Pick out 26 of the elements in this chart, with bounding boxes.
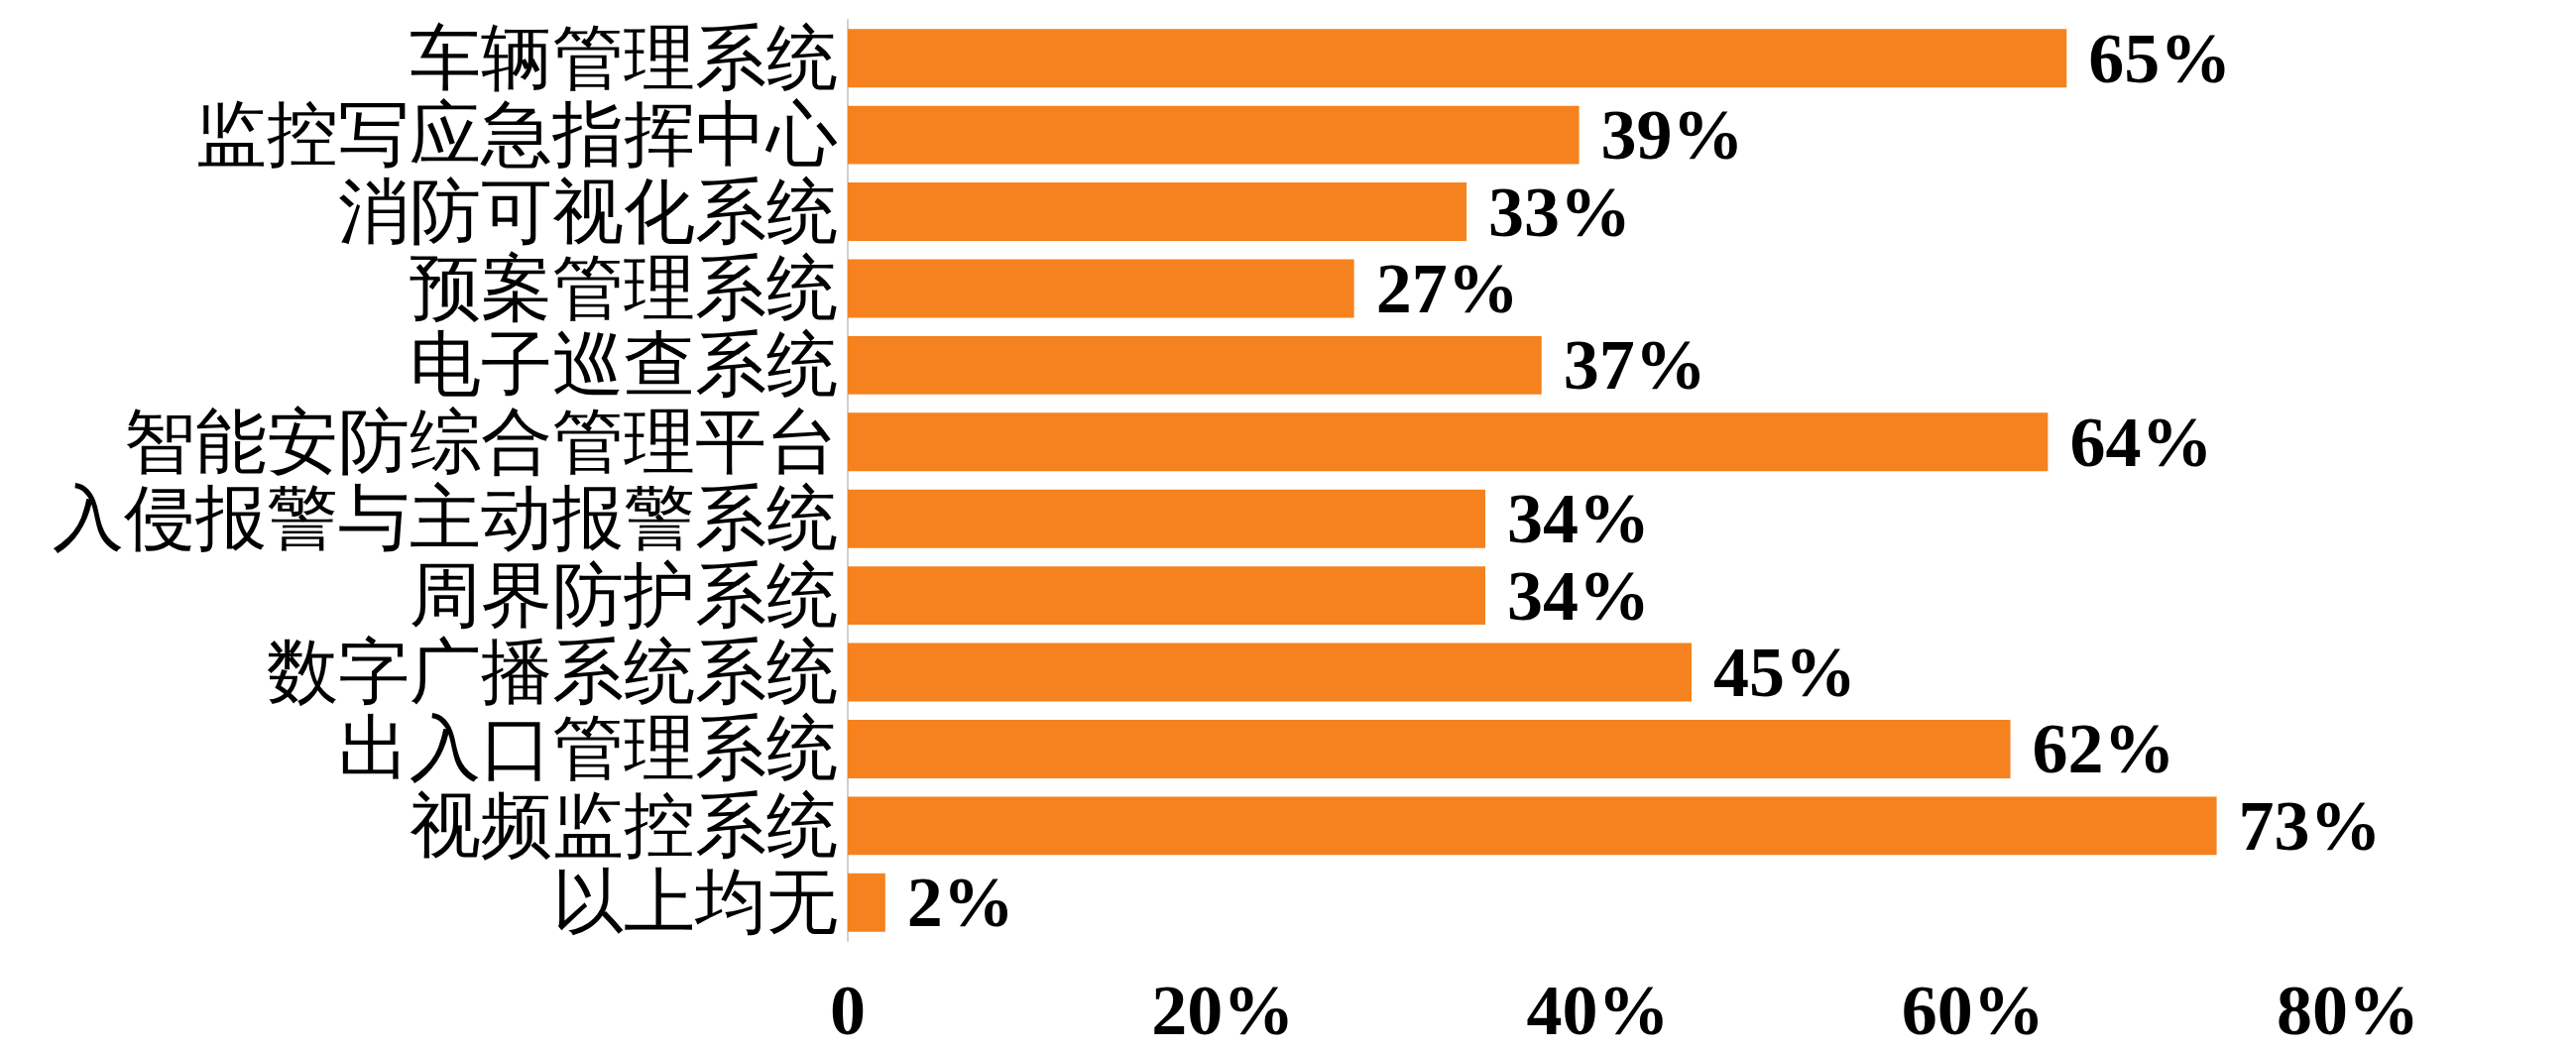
x-tick-label: 0 xyxy=(830,971,866,1050)
bar xyxy=(848,643,1693,702)
data-label: 37% xyxy=(1563,325,1706,406)
bar xyxy=(848,29,2067,88)
bar xyxy=(848,566,1486,626)
bar xyxy=(848,259,1354,318)
data-label: 45% xyxy=(1713,633,1857,713)
x-tick-label: 40% xyxy=(1526,971,1670,1050)
x-tick-label: 20% xyxy=(1151,971,1295,1050)
bar xyxy=(848,489,1486,548)
bar xyxy=(848,182,1467,241)
data-label: 62% xyxy=(2032,709,2175,789)
x-tick-label: 60% xyxy=(1901,971,2045,1050)
bar xyxy=(848,720,2011,778)
bar xyxy=(848,412,2049,472)
data-label: 2% xyxy=(906,863,1014,943)
x-tick-label: 80% xyxy=(2277,971,2419,1050)
bar xyxy=(848,335,1542,395)
bar xyxy=(848,105,1580,165)
data-label: 64% xyxy=(2069,402,2213,482)
y-tick-label: 车辆管理系统 xyxy=(410,18,838,98)
y-tick-label: 以上均无 xyxy=(552,863,838,943)
bar xyxy=(848,796,2217,856)
data-label: 73% xyxy=(2238,785,2382,866)
bar xyxy=(848,873,885,932)
data-label: 65% xyxy=(2088,18,2232,98)
